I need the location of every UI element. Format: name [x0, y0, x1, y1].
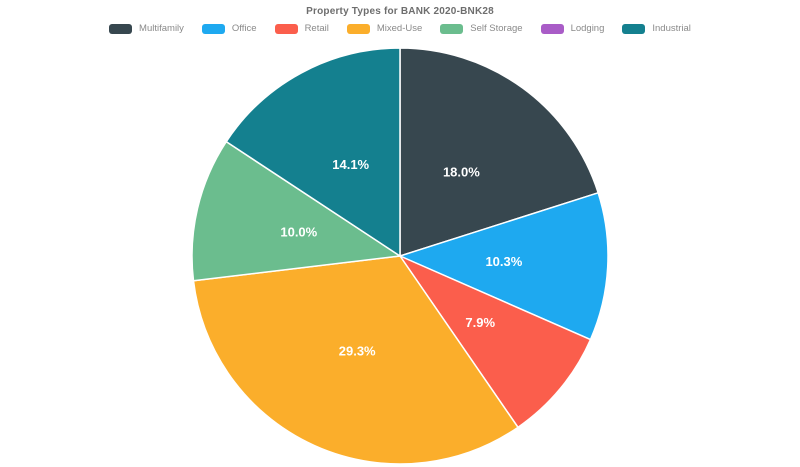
legend-item-self-storage[interactable]: Self Storage: [440, 23, 523, 34]
legend-label-lodging: Lodging: [570, 23, 605, 34]
legend-label-multifamily: Multifamily: [139, 23, 184, 34]
pie-slice-multifamily[interactable]: [399, 47, 599, 257]
legend-item-multifamily[interactable]: Multifamily: [109, 23, 184, 34]
legend-swatch-mixed-use: [346, 23, 370, 34]
pie-slice-retail[interactable]: [399, 255, 592, 429]
pie-slice-self-storage[interactable]: [191, 140, 401, 282]
legend-swatch-multifamily: [109, 23, 133, 34]
legend-label-mixed-use: Mixed-Use: [376, 23, 423, 34]
pie-slice-industrial[interactable]: [225, 47, 401, 257]
legend-item-retail[interactable]: Retail: [274, 23, 329, 34]
legend-swatch-retail: [274, 23, 298, 34]
legend-item-mixed-use[interactable]: Mixed-Use: [346, 23, 423, 34]
legend-label-self-storage: Self Storage: [470, 23, 523, 34]
legend-swatch-lodging: [540, 23, 564, 34]
legend-label-retail: Retail: [304, 23, 329, 34]
legend-swatch-industrial: [622, 23, 646, 34]
legend-swatch-self-storage: [440, 23, 464, 34]
legend-item-office[interactable]: Office: [201, 23, 257, 34]
legend-label-office: Office: [231, 23, 257, 34]
legend-label-industrial: Industrial: [652, 23, 691, 34]
chart-title: Property Types for BANK 2020-BNK28: [306, 6, 494, 17]
legend-item-lodging[interactable]: Lodging: [540, 23, 605, 34]
legend-item-industrial[interactable]: Industrial: [622, 23, 691, 34]
legend-swatch-office: [201, 23, 225, 34]
pie-slice-office[interactable]: [399, 192, 609, 341]
legend: Multifamily Office Retail Mixed-Use Self Sto…: [0, 23, 800, 34]
pie-slice-mixed-use[interactable]: [192, 255, 519, 465]
